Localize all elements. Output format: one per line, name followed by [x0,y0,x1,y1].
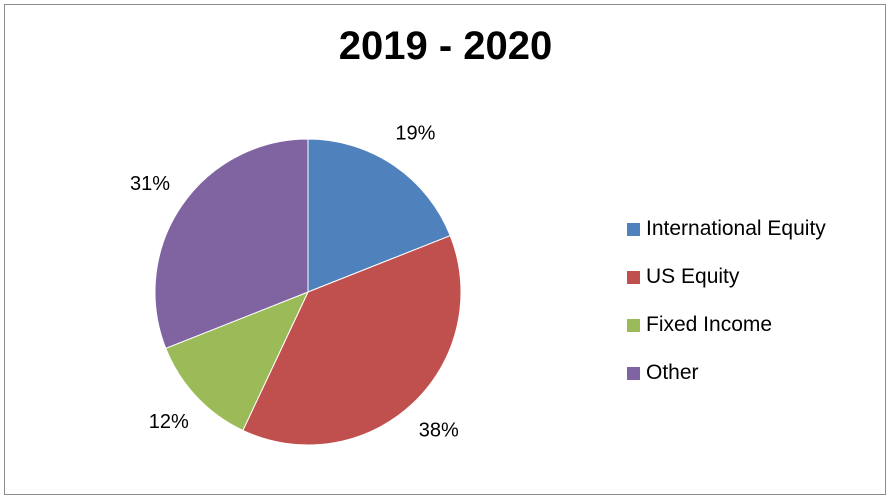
legend-item-fixed-income: Fixed Income [627,301,826,349]
legend-swatch-international-equity [627,222,640,236]
data-label-international-equity: 19% [395,122,435,144]
legend: International Equity US Equity Fixed Inc… [627,205,826,397]
legend-label-fixed-income: Fixed Income [646,313,773,336]
pie-slice-other [154,138,309,349]
data-label-other: 31% [130,173,170,195]
pie-slice-us-equity [242,235,462,446]
pie-slice-fixed-income [165,291,309,432]
legend-swatch-us-equity [627,270,640,284]
legend-item-us-equity: US Equity [627,253,826,301]
legend-label-international-equity: International Equity [646,217,826,240]
legend-item-other: Other [627,349,826,397]
chart-title: 2019 - 2020 [338,24,553,68]
legend-item-international-equity: International Equity [627,205,826,253]
data-label-fixed-income: 12% [149,411,189,433]
legend-swatch-other [627,366,640,380]
pie-slice-international-equity [307,138,451,293]
legend-swatch-fixed-income [627,318,640,332]
data-label-us-equity: 38% [419,420,459,442]
legend-label-other: Other [646,361,699,384]
legend-label-us-equity: US Equity [646,265,740,288]
